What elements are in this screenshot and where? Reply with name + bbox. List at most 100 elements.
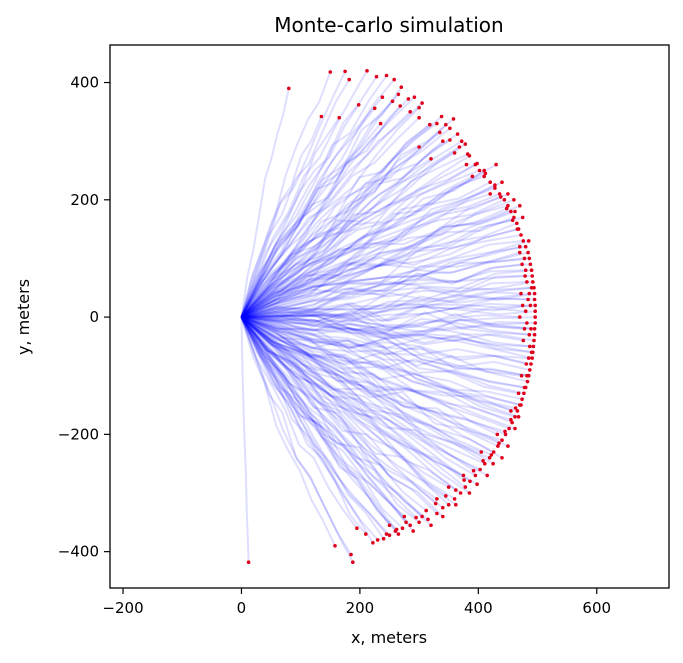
endpoint-point <box>429 157 433 161</box>
trajectory-line <box>240 316 444 518</box>
endpoint-point <box>473 473 478 478</box>
endpoint-point <box>477 168 482 173</box>
endpoint-point <box>392 77 397 82</box>
trajectory-line <box>240 146 460 318</box>
trajectory-line <box>240 116 323 318</box>
endpoint-point <box>522 391 526 396</box>
endpoint-point <box>465 152 470 156</box>
endpoint-point <box>457 145 462 149</box>
endpoint-point <box>513 209 517 214</box>
trajectory-line <box>240 316 456 500</box>
endpoint-point <box>464 162 469 167</box>
endpoint-point <box>424 508 429 513</box>
trajectory-line <box>241 251 521 319</box>
endpoint-point <box>462 478 466 482</box>
trajectory-line <box>240 175 473 318</box>
y-axis-ticks: −400 −200 0 200 400 <box>58 74 110 561</box>
trajectory-line <box>240 169 480 318</box>
trajectory-line <box>240 316 423 518</box>
y-tick-label: 200 <box>70 191 99 209</box>
endpoint-point <box>510 218 515 223</box>
trajectory-line <box>240 316 518 412</box>
trajectory-line <box>240 316 476 477</box>
trajectory-line <box>240 316 465 481</box>
endpoint-point <box>525 280 529 284</box>
endpoint-point <box>519 291 523 296</box>
trajectory-line <box>241 316 512 412</box>
trajectory-line <box>240 207 508 318</box>
trajectory-line <box>240 181 491 318</box>
trajectory-line <box>241 297 535 320</box>
trajectory-line <box>240 316 498 436</box>
trajectory-line <box>240 316 470 494</box>
trajectory-line <box>240 116 420 318</box>
endpoint-point <box>519 373 524 378</box>
trajectory-line <box>241 316 522 377</box>
endpoint-point <box>375 538 380 542</box>
trajectory-line <box>240 316 516 418</box>
endpoint-point <box>525 321 529 325</box>
endpoint-point <box>507 426 511 431</box>
endpoint-point <box>438 130 442 135</box>
endpoint-point <box>521 239 526 243</box>
trajectory-line <box>241 290 522 319</box>
endpoint-point <box>506 203 510 208</box>
endpoint-point <box>435 511 439 516</box>
trajectory-line <box>240 316 503 459</box>
trajectory-line <box>241 316 524 343</box>
trajectory-line <box>240 115 443 318</box>
trajectory-line <box>240 184 496 318</box>
endpoint-point <box>494 162 498 167</box>
endpoint-point <box>384 73 389 78</box>
trajectory-line <box>240 163 467 318</box>
endpoint-point <box>451 117 456 121</box>
trajectory-line <box>241 310 536 330</box>
trajectory-line <box>240 152 456 318</box>
x-tick-label: 0 <box>237 599 247 617</box>
trajectory-line <box>240 195 502 318</box>
trajectory-line <box>240 127 451 318</box>
endpoint-point <box>527 332 532 337</box>
trajectory-line <box>241 311 536 333</box>
trajectory-line <box>241 316 519 395</box>
endpoint-point <box>523 268 528 273</box>
endpoint-point <box>497 441 501 446</box>
trajectory-line <box>240 216 523 318</box>
endpoint-point <box>533 321 537 325</box>
trajectory-line <box>240 102 423 318</box>
endpoint-point <box>500 456 504 460</box>
trajectory-line <box>240 187 496 318</box>
trajectory-line <box>240 143 466 318</box>
endpoint-point <box>364 532 368 536</box>
trajectory-line <box>240 122 382 318</box>
endpoint-point <box>471 468 476 473</box>
endpoint-point <box>489 453 494 457</box>
trajectory-line <box>241 304 531 322</box>
endpoint-point <box>533 303 537 308</box>
endpoint-point <box>378 121 383 126</box>
endpoint-point <box>522 385 527 390</box>
endpoint-point <box>529 286 534 290</box>
endpoint-point <box>481 459 485 463</box>
endpoint-point <box>509 417 513 422</box>
trajectory-line <box>240 122 438 318</box>
trajectory-line <box>241 280 533 319</box>
endpoint-point <box>482 174 487 179</box>
endpoint-point <box>420 101 424 105</box>
endpoint-point <box>399 85 404 89</box>
trajectory-line <box>241 263 523 319</box>
endpoint-point <box>503 432 508 437</box>
trajectory-line <box>241 245 526 319</box>
endpoint-point <box>520 215 525 220</box>
trajectory-line <box>241 316 532 354</box>
trajectory-line <box>241 316 530 348</box>
endpoint-point <box>412 95 417 99</box>
trajectory-line <box>240 123 447 318</box>
endpoint-point <box>499 195 503 199</box>
trajectory-line <box>241 275 526 319</box>
trajectory-line <box>241 312 527 331</box>
y-tick-label: −200 <box>58 425 99 443</box>
trajectory-line <box>240 316 444 509</box>
trajectory-line <box>240 316 438 500</box>
endpoint-point <box>513 426 517 431</box>
